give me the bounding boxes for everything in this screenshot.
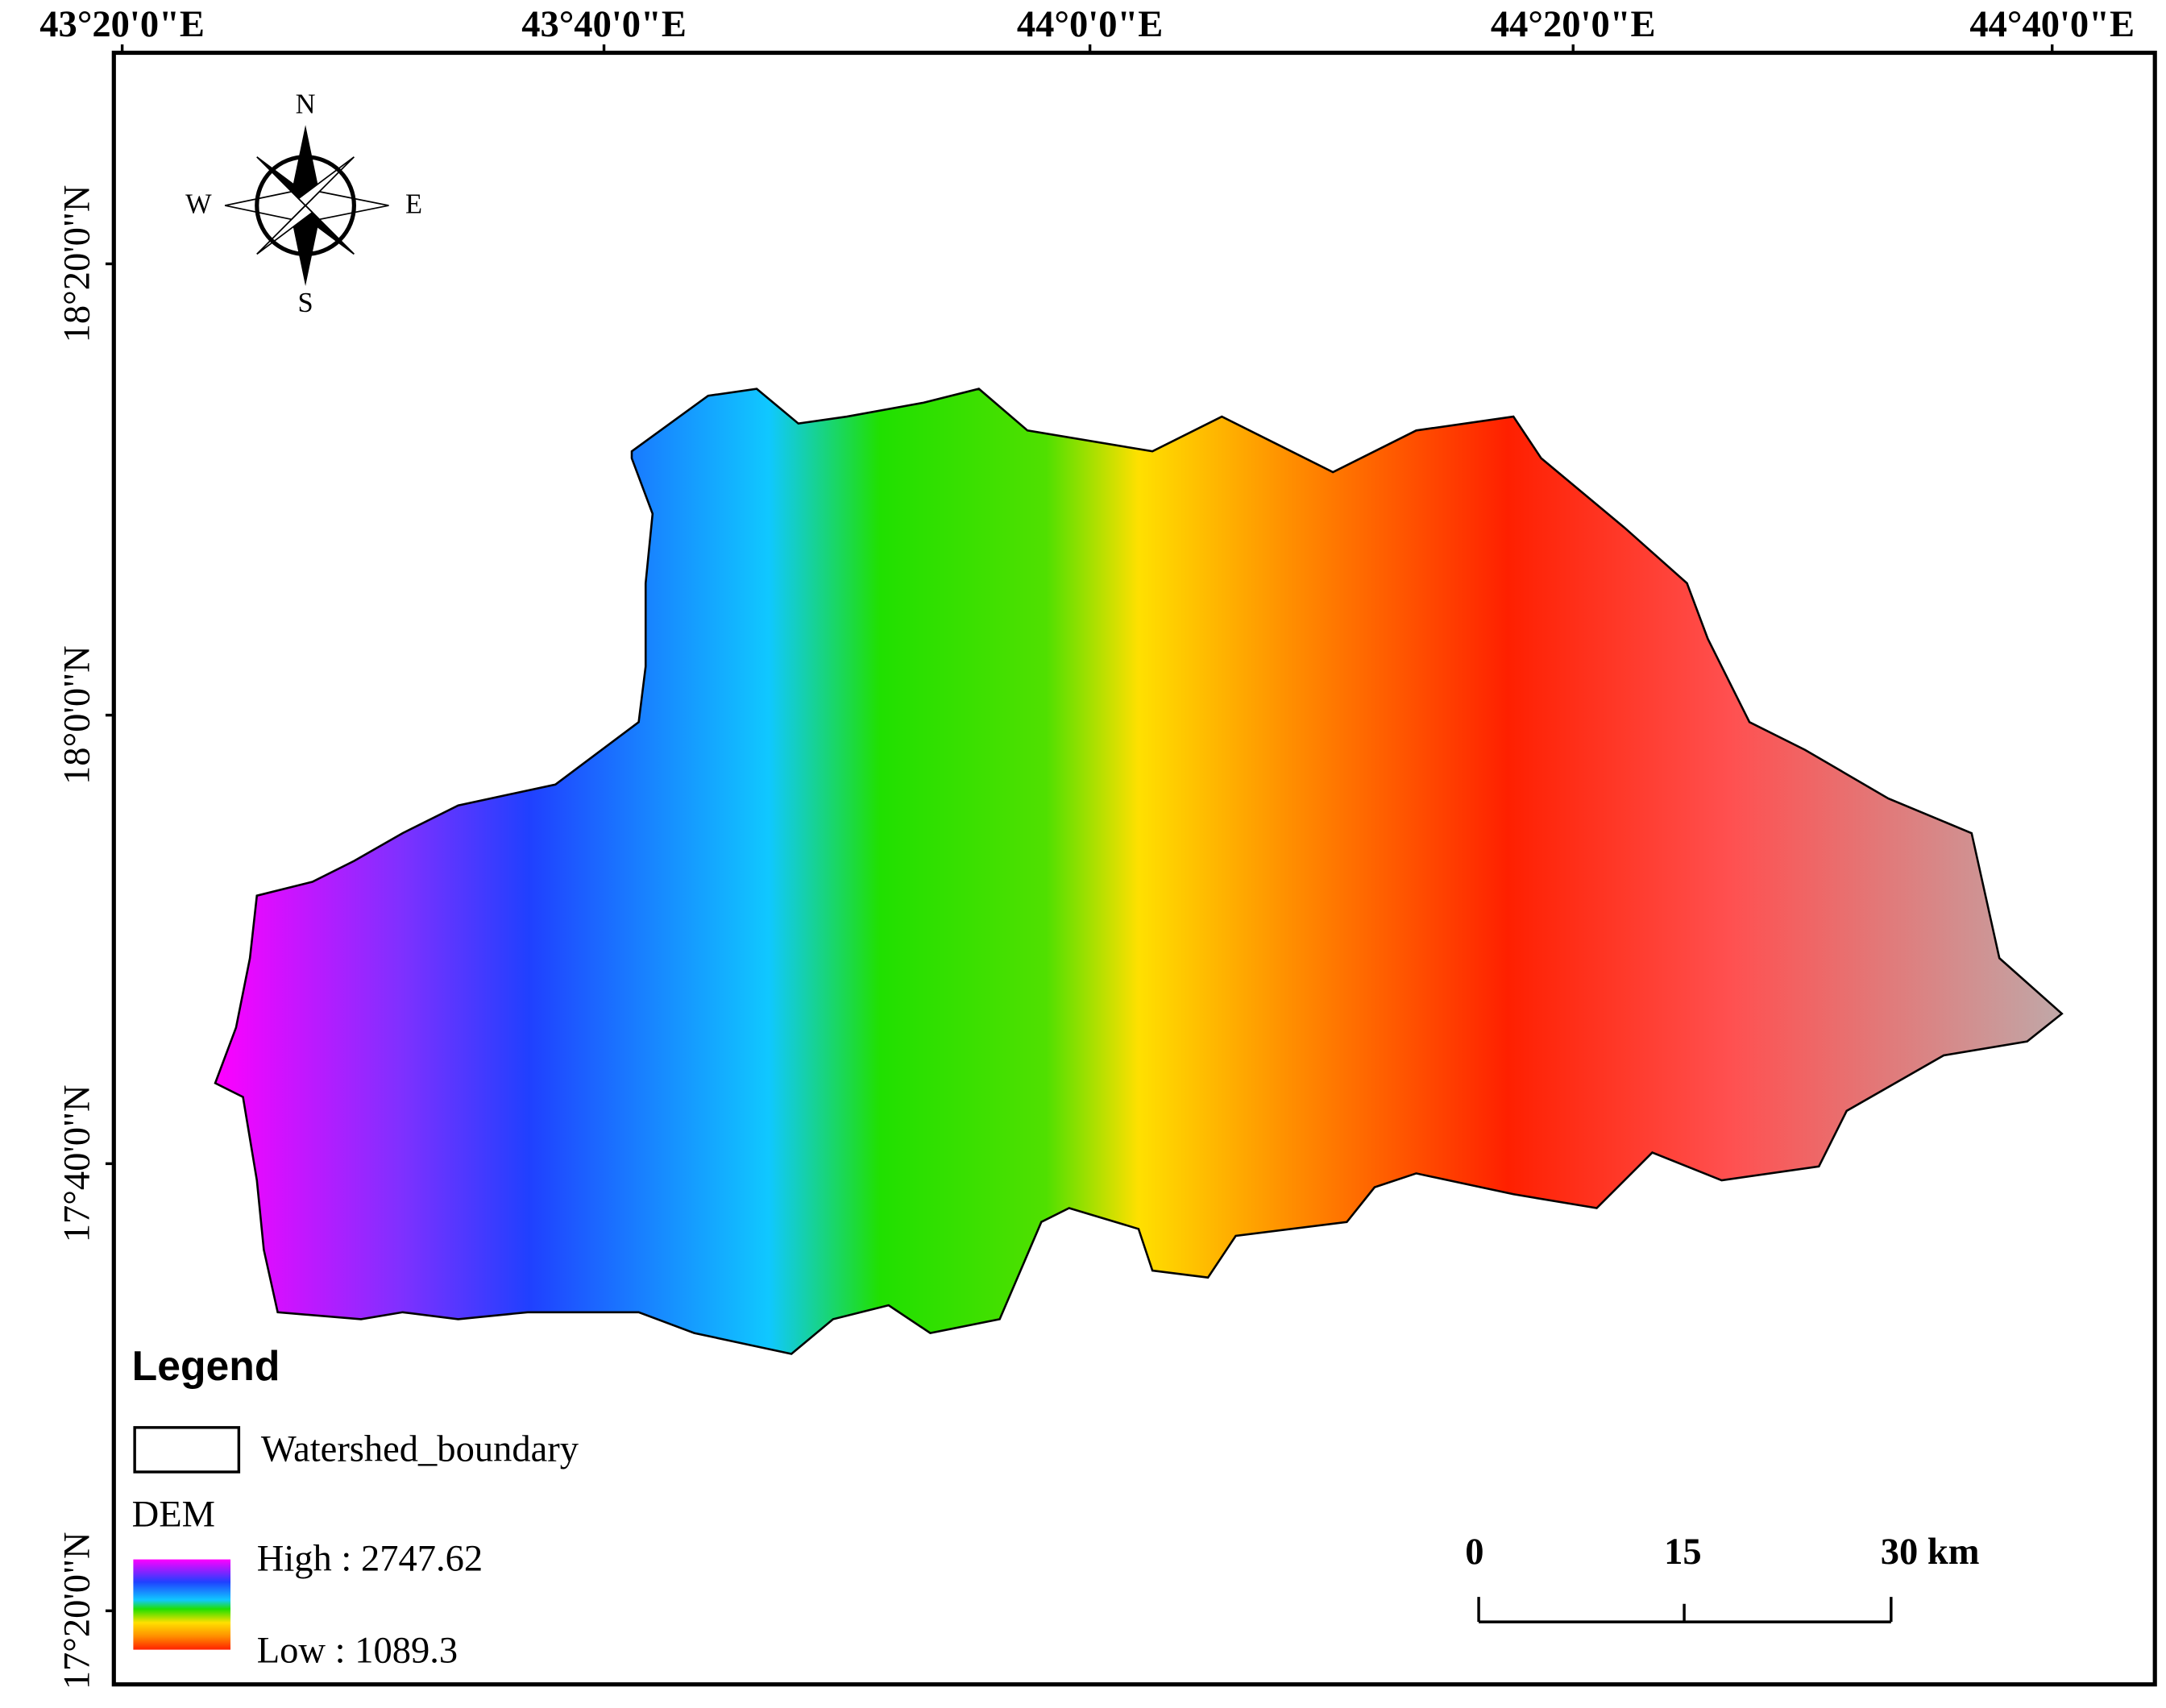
compass-arrow — [256, 156, 355, 255]
dem-color-bar — [133, 1559, 231, 1650]
scale-bar — [1477, 1597, 1893, 1623]
lon-label: 44°20'0"E — [1491, 4, 1656, 45]
legend-high: High : 2747.62 — [257, 1539, 483, 1580]
lat-label: 17°40'0"N — [57, 1084, 98, 1242]
lat-label: 18°0'0"N — [57, 645, 98, 785]
scale-label: 30 km — [1881, 1532, 1980, 1573]
compass-n: N — [296, 89, 316, 120]
scale-label: 0 — [1465, 1532, 1483, 1573]
compass-arrow — [224, 190, 307, 221]
lat-label: 18°20'0"N — [57, 185, 98, 343]
lat-label: 17°20'0"N — [57, 1532, 98, 1689]
compass-e: E — [405, 189, 422, 220]
legend-dem: DEM — [132, 1494, 215, 1536]
watershed — [214, 388, 2064, 1355]
compass-arrow — [291, 125, 320, 206]
map-frame — [111, 50, 2157, 1687]
legend-boundary: Watershed_boundary — [261, 1429, 579, 1470]
lon-label: 43°20'0"E — [39, 4, 205, 45]
compass-arrow — [304, 190, 389, 221]
lon-label: 44°0'0"E — [1017, 4, 1163, 45]
compass: N S W E — [185, 89, 422, 318]
legend-title: Legend — [132, 1342, 280, 1389]
compass-s: S — [297, 288, 313, 318]
compass-w: W — [185, 189, 212, 220]
lon-label: 43°40'0"E — [521, 4, 687, 45]
scale-label: 15 — [1664, 1532, 1702, 1573]
compass-arrow — [291, 205, 320, 287]
compass-ring — [255, 155, 356, 256]
lon-label: 44°40'0"E — [1969, 4, 2135, 45]
legend-low: Low : 1089.3 — [257, 1630, 458, 1671]
legend-swatch — [133, 1426, 241, 1474]
